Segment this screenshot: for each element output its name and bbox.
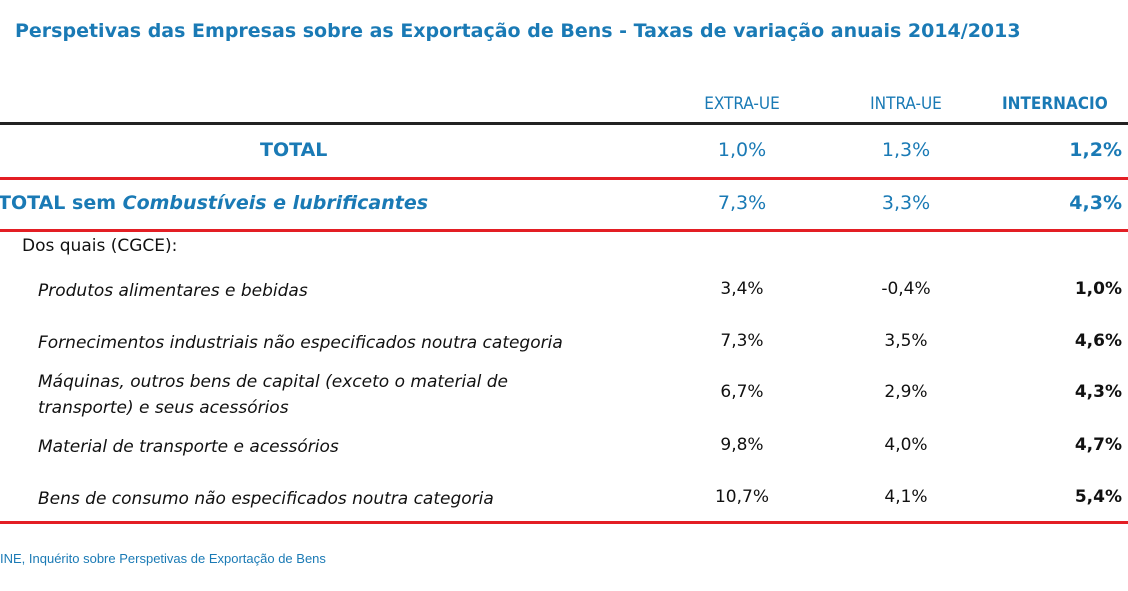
- row-extra: 7,3%: [720, 331, 764, 351]
- header-rule: [0, 122, 1128, 125]
- row-label: Bens de consumo não especificados noutra…: [38, 489, 494, 509]
- total-sem-internacional: 4,3%: [1069, 192, 1122, 214]
- row-extra: 3,4%: [720, 279, 764, 299]
- subheader: Dos quais (CGCE):: [22, 236, 178, 256]
- row-intra: 3,5%: [884, 331, 928, 351]
- total-sem-extra: 7,3%: [717, 192, 767, 214]
- total-sem-prefix: TOTAL sem: [0, 192, 123, 214]
- row-intra: 4,0%: [884, 435, 928, 455]
- total-label: TOTAL: [260, 139, 328, 161]
- row-label: Máquinas, outros bens de capital (exceto…: [38, 372, 508, 392]
- row-intra: 2,9%: [884, 382, 928, 402]
- col-header-intra-ue: INTRA-UE: [870, 94, 942, 114]
- source-note: INE, Inquérito sobre Perspetivas de Expo…: [0, 551, 326, 566]
- total-sem-intra: 3,3%: [881, 192, 931, 214]
- total-extra: 1,0%: [717, 139, 767, 161]
- total-intra: 1,3%: [881, 139, 931, 161]
- row-label: Material de transporte e acessórios: [38, 437, 339, 457]
- total-sem-italic: Combustíveis e lubrificantes: [122, 192, 429, 214]
- col-header-extra-ue: EXTRA-UE: [704, 94, 780, 114]
- row-label-line2: transporte) e seus acessórios: [38, 398, 289, 418]
- row-internacional: 4,3%: [1074, 382, 1122, 402]
- total-internacional: 1,2%: [1069, 139, 1122, 161]
- col-header-internacional: INTERNACIO: [1002, 94, 1108, 114]
- page-title: Perspetivas das Empresas sobre as Export…: [15, 20, 1021, 42]
- row-extra: 10,7%: [714, 487, 769, 507]
- row-internacional: 4,7%: [1074, 435, 1122, 455]
- row-intra: 4,1%: [884, 487, 928, 507]
- row-extra: 6,7%: [720, 382, 764, 402]
- row-extra: 9,8%: [720, 435, 764, 455]
- red-rule: [0, 177, 1128, 180]
- red-rule: [0, 229, 1128, 232]
- row-label: Produtos alimentares e bebidas: [38, 281, 308, 301]
- row-label: Fornecimentos industriais não especifica…: [38, 333, 563, 353]
- row-internacional: 1,0%: [1074, 279, 1122, 299]
- row-internacional: 5,4%: [1074, 487, 1122, 507]
- row-intra: -0,4%: [881, 279, 931, 299]
- row-internacional: 4,6%: [1074, 331, 1122, 351]
- total-sem-label: TOTAL sem Combustíveis e lubrificantes: [0, 192, 428, 214]
- red-rule: [0, 521, 1128, 524]
